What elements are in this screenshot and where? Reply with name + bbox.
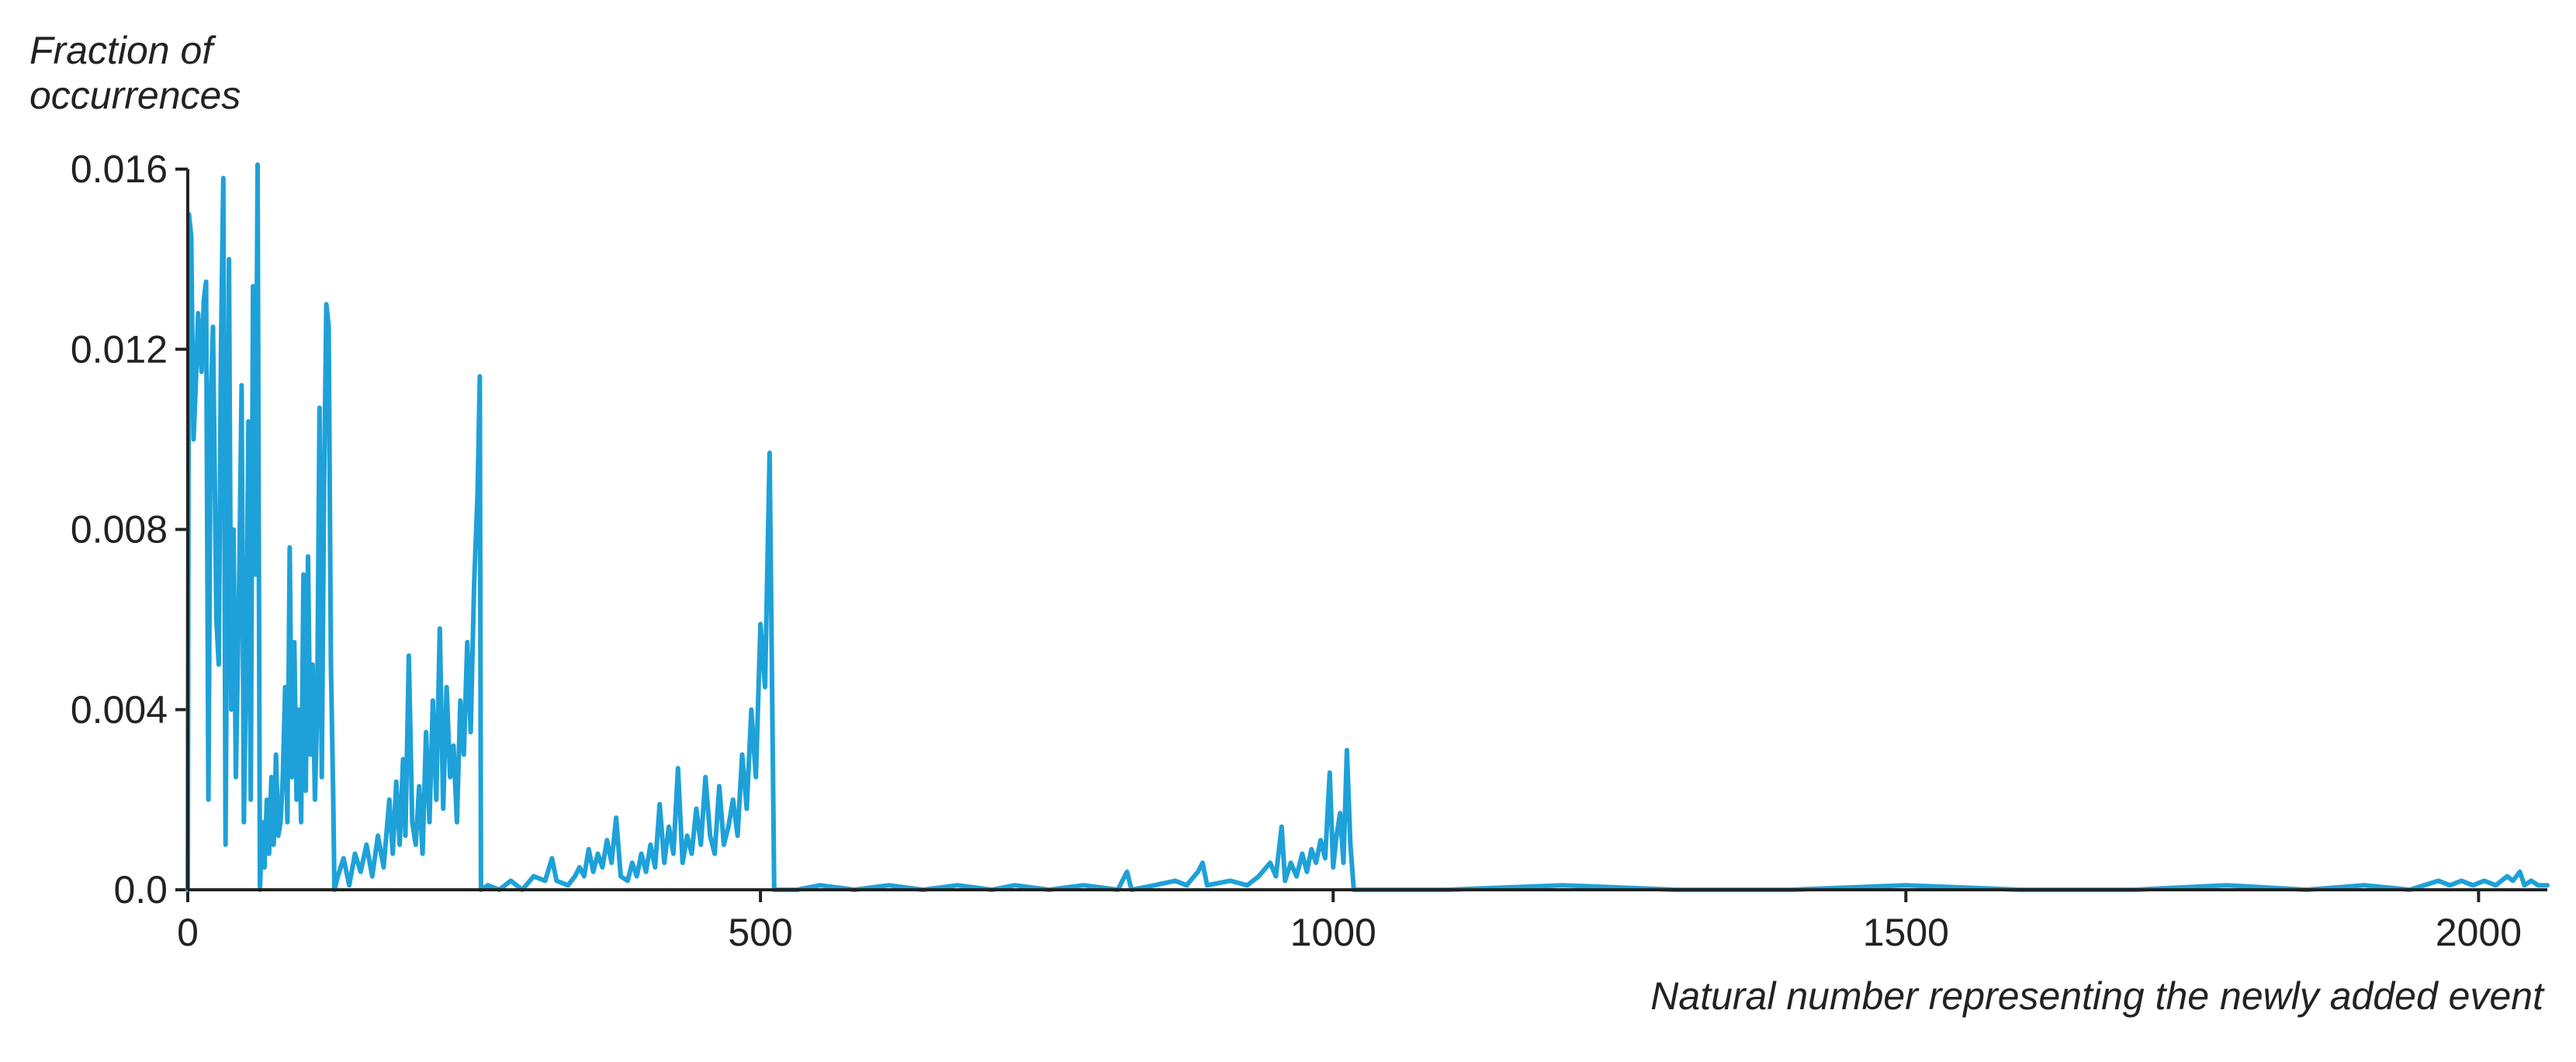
series-line: [185, 162, 2550, 892]
x-axis-ticks: 0 500 1000 1500 2000: [177, 890, 2522, 954]
y-tick-label: 0.012: [71, 327, 168, 371]
x-tick-label: 500: [728, 911, 792, 954]
series-layer: [185, 162, 2550, 892]
y-tick-label: 0.008: [71, 508, 168, 552]
x-tick-label: 1500: [1863, 911, 1949, 954]
x-tick-label: 1000: [1290, 911, 1376, 954]
y-axis-ticks: 0.0 0.004 0.008 0.012 0.016: [71, 147, 188, 912]
x-tick-label: 2000: [2436, 911, 2522, 954]
x-axis-title: Natural number representing the newly ad…: [1650, 974, 2545, 1018]
y-axis-title-line-2: occurrences: [29, 74, 241, 117]
x-tick-label: 0: [177, 911, 199, 954]
y-tick-label: 0.0: [113, 868, 168, 912]
y-axis-title-line-1: Fraction of: [29, 29, 216, 72]
y-tick-label: 0.004: [71, 688, 168, 732]
y-tick-label: 0.016: [71, 147, 168, 191]
y-axis-title: Fraction of occurrences: [29, 29, 241, 117]
